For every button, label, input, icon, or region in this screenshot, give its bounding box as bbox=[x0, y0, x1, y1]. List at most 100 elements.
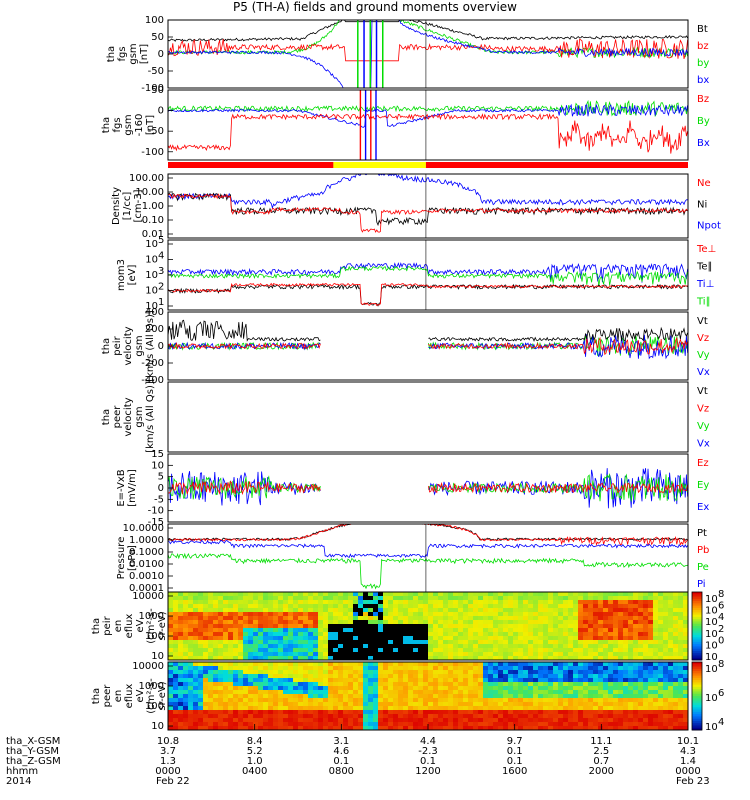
ylabel-line: [eV] bbox=[127, 265, 138, 286]
ylabel-line: Pressure bbox=[116, 537, 127, 580]
ytick-label: 0.10 bbox=[142, 215, 164, 226]
legend-bz: bz bbox=[697, 41, 709, 52]
legend-Vt: Vt bbox=[697, 316, 708, 327]
xaxis-value: 0800 bbox=[329, 766, 354, 777]
colorbar-cell bbox=[692, 657, 702, 661]
ytick-label: 50 bbox=[151, 32, 164, 43]
colorbar-sup: 8 bbox=[718, 659, 724, 670]
series-Ey bbox=[168, 472, 688, 502]
colorbar-cell bbox=[692, 632, 702, 636]
legend-Vz: Vz bbox=[697, 333, 709, 344]
ytick-label: 1.0000 bbox=[129, 535, 164, 546]
ylabel-line: velocity bbox=[123, 326, 134, 365]
ytick-label: 1000 bbox=[139, 681, 164, 692]
legend-Vt: Vt bbox=[697, 386, 708, 397]
series-Ni bbox=[168, 192, 688, 227]
panel-p3: Density [1/cc] [cm-3] Ne Ni Npot 100.00 10.00 1.… bbox=[111, 173, 721, 240]
colorbar-cell bbox=[692, 655, 702, 659]
ytick-label: 10 bbox=[145, 239, 158, 250]
ytick-label: 10 bbox=[145, 270, 158, 281]
colorbar-cell bbox=[692, 623, 702, 627]
ylabel-line: tha bbox=[91, 688, 102, 704]
ylabel-line: fgs bbox=[117, 46, 128, 61]
ytick-label: 200 bbox=[145, 324, 164, 335]
ytick-label: 0.01 bbox=[142, 229, 164, 240]
legend-Te⊥: Te⊥ bbox=[696, 244, 716, 255]
xaxis-value: 4.3 bbox=[680, 746, 696, 757]
ylabel-line: eV bbox=[135, 619, 146, 632]
xaxis-value: -2.3 bbox=[418, 746, 438, 757]
ytick-label: 0 bbox=[158, 341, 164, 352]
frame-p1 bbox=[167, 19, 689, 89]
legend-Ex: Ex bbox=[697, 502, 709, 513]
ylabel-line: E=-VxB bbox=[116, 469, 127, 506]
xaxis-value: 0.1 bbox=[420, 756, 436, 767]
series-Npot bbox=[168, 174, 688, 210]
legend-Npot: Npot bbox=[697, 221, 721, 232]
plot-area-p2 bbox=[168, 90, 688, 160]
colorbar-cell bbox=[692, 723, 702, 726]
ytick-label: -50 bbox=[148, 66, 164, 77]
colorbar-cell bbox=[692, 646, 702, 650]
ytick-label: -400 bbox=[141, 375, 164, 386]
colorbar-tick: 10 bbox=[705, 606, 718, 617]
ylabel-p2: tha fgs gsm -160 [nT] bbox=[101, 114, 156, 137]
colorbar-sup: 6 bbox=[718, 601, 724, 612]
ylabel-line: [nT] bbox=[139, 44, 150, 64]
colorbar-cell bbox=[692, 594, 702, 598]
panel-p6: tha peer velocity gsm [km/s (All Qs)] Vt Vz Vy V… bbox=[101, 381, 710, 453]
colorbar-cell bbox=[692, 677, 702, 681]
frame-p2 bbox=[167, 89, 689, 161]
colorbar-sup: 6 bbox=[718, 688, 724, 699]
ytick-label: 0.1000 bbox=[129, 547, 164, 558]
ytick-label: 10 bbox=[145, 286, 158, 297]
ylabel-line: peir bbox=[112, 335, 123, 355]
ytick-label: 0.0100 bbox=[129, 559, 164, 570]
ytick-label: 0.0010 bbox=[129, 571, 164, 582]
colorbar-cell bbox=[692, 664, 702, 668]
ylabel-line: tha bbox=[101, 338, 112, 354]
legend-Vx: Vx bbox=[697, 367, 710, 378]
legend-Bz: Bz bbox=[697, 94, 709, 105]
ylabel-line: [km/s (All Qs)] bbox=[145, 381, 156, 453]
ytick-sup: 5 bbox=[158, 235, 164, 246]
colorbar-cell bbox=[692, 621, 702, 625]
xaxis-value: 0000 bbox=[675, 766, 700, 777]
colorbar-cell bbox=[692, 616, 702, 620]
ylabel-line: [1/cc] bbox=[122, 192, 133, 221]
series-Vt bbox=[168, 319, 688, 342]
colorbar-tick: 10 bbox=[705, 693, 718, 704]
xaxis-year: 2014 bbox=[6, 776, 31, 787]
panel-p5: tha peir velocity gsm [km/s (All Qs)] Vt Vz Vy V… bbox=[101, 307, 710, 386]
ytick-label: 100 bbox=[145, 631, 164, 642]
ytick-label: -50 bbox=[148, 126, 164, 137]
colorbar-tick: 10 bbox=[705, 652, 718, 663]
panel-p8: Pressure [nPa] Pt Pb Pe Pi 10.00001.00000.1000… bbox=[116, 523, 709, 594]
plot-area-p5 bbox=[168, 319, 688, 360]
legend-Vx: Vx bbox=[697, 439, 710, 450]
ylabel-line: peer bbox=[102, 684, 113, 708]
legend-Pt: Pt bbox=[697, 528, 707, 539]
colorbar-cell bbox=[692, 607, 702, 611]
colorbar-sup: 8 bbox=[718, 589, 724, 600]
xaxis-value: 9.7 bbox=[507, 736, 523, 747]
ylabel-line: [nPa] bbox=[127, 545, 138, 571]
legend-By: By bbox=[697, 116, 710, 127]
series-Ne bbox=[168, 193, 688, 233]
legend-Ti⊥: Ti⊥ bbox=[696, 279, 714, 290]
plot-area-p7 bbox=[168, 468, 688, 509]
ylabel-line: peer bbox=[112, 405, 123, 429]
colorbar-sup: 2 bbox=[718, 624, 724, 635]
colorbar-cell bbox=[692, 668, 702, 672]
xaxis-value: 0.1 bbox=[507, 756, 523, 767]
frame-p9 bbox=[167, 591, 689, 661]
colorbar-sup: 4 bbox=[718, 717, 724, 728]
xaxis-row-label: tha_Y-GSM bbox=[6, 746, 59, 757]
frame-p7 bbox=[167, 453, 689, 523]
colorbar-cell bbox=[692, 639, 702, 643]
ylabel-line: gsm bbox=[128, 43, 139, 64]
frame-p4 bbox=[167, 239, 689, 311]
ylabel-line: en bbox=[113, 620, 124, 633]
ylabel-line: eflux bbox=[124, 684, 135, 709]
